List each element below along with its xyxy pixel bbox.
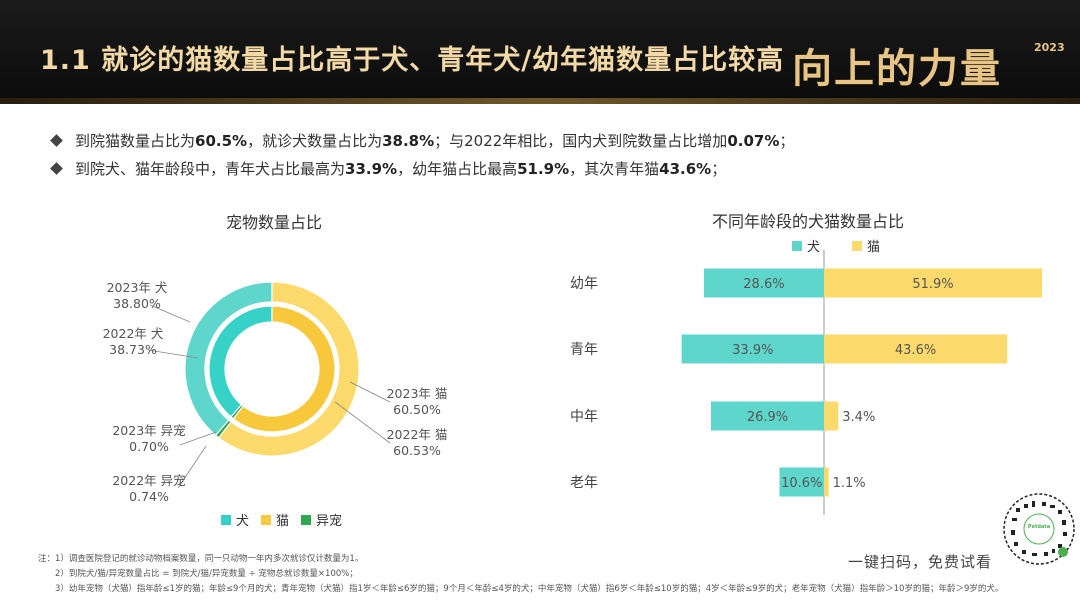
legend-label-cat: 猫 bbox=[867, 240, 881, 255]
cat-bar bbox=[824, 268, 1042, 298]
header-divider bbox=[0, 98, 1080, 104]
bullet-highlight-value: 0.07% bbox=[727, 131, 780, 150]
footnote-1: 注：1）调查医院登记的就诊动物档案数量，同一只动物一年内多次就诊仅计数量为1。 bbox=[38, 554, 364, 564]
bullet-text-segment: ； bbox=[779, 131, 795, 150]
summary-bullets: 到院猫数量占比为60.5%，就诊犬数量占比为38.8%；与2022年相比，国内犬… bbox=[50, 126, 794, 182]
legend-label-exotic: 异宠 bbox=[316, 514, 343, 529]
donut-legend: 犬 猫 异宠 bbox=[221, 510, 354, 529]
category-label: 中年 bbox=[570, 409, 598, 425]
dog-value-label: 28.6% bbox=[743, 277, 784, 292]
annotation-value: 60.53% bbox=[393, 443, 441, 458]
cat-bar bbox=[824, 334, 1008, 364]
bullet-highlight-value: 51.9% bbox=[517, 159, 570, 178]
legend-swatch-cat bbox=[261, 514, 272, 525]
dog-value-label: 33.9% bbox=[732, 343, 773, 358]
bullet-text-segment: ；与2022年相比，国内犬到院数量占比增加 bbox=[434, 131, 728, 150]
annotation-value: 38.80% bbox=[113, 296, 161, 311]
2022年-猫-slice bbox=[232, 305, 336, 433]
cat-value-label: 3.4% bbox=[842, 410, 875, 425]
annotation-leader-line bbox=[179, 431, 217, 446]
brand-logo: 向上的力量 bbox=[792, 45, 1002, 92]
pet-share-donut-chart: 2023年 犬38.80% 2022年 犬38.73% 2023年 异宠0.70% 2… bbox=[103, 280, 448, 504]
annotation-label: 2022年 犬 bbox=[103, 326, 164, 341]
footnote-3: 3）幼年宠物（犬猫）指年龄≤1岁的猫；年龄≤9个月的犬；青年宠物（犬猫）指1岁＜… bbox=[55, 584, 1004, 594]
dog-value-label: 10.6% bbox=[781, 476, 822, 491]
annotation-leader-line bbox=[147, 349, 199, 359]
annotation-label: 2022年 猫 bbox=[387, 427, 448, 442]
annotation-value: 60.50% bbox=[393, 402, 441, 417]
bullet-highlight-value: 38.8% bbox=[382, 131, 435, 150]
category-label: 老年 bbox=[570, 475, 598, 491]
bar-chart-title: 不同年龄段的犬猫数量占比 bbox=[712, 212, 905, 231]
cat-value-label: 43.6% bbox=[895, 343, 936, 358]
bullet-text-segment: ，就诊犬数量占比为 bbox=[247, 131, 383, 150]
annotation-label: 2023年 异宠 bbox=[112, 423, 185, 438]
dog-bar bbox=[711, 401, 824, 431]
legend-item-cat: 猫 bbox=[261, 510, 289, 529]
bullet-text: 到院犬、猫年龄段中，青年犬占比最高为33.9%，幼年猫占比最高51.9%，其次青… bbox=[75, 158, 726, 179]
diamond-bullet-icon bbox=[50, 133, 63, 147]
dog-bar bbox=[779, 467, 824, 497]
2023年-异宠-slice bbox=[214, 419, 232, 439]
cat-value-label: 1.1% bbox=[833, 476, 866, 491]
cat-bar bbox=[824, 467, 829, 497]
legend-label-dog: 犬 bbox=[236, 514, 250, 529]
annotation-label: 2023年 犬 bbox=[107, 280, 168, 295]
cat-bar bbox=[824, 401, 839, 431]
legend-item-dog: 犬 bbox=[792, 236, 820, 255]
annotation-label: 2022年 异宠 bbox=[112, 473, 185, 488]
legend-item-cat: 猫 bbox=[852, 236, 880, 255]
annotation-leader-line bbox=[149, 304, 191, 323]
legend-label-cat: 猫 bbox=[276, 514, 290, 529]
bullet-text-segment: 到院猫数量占比为 bbox=[75, 131, 196, 150]
bullet-highlight-value: 33.9% bbox=[345, 159, 398, 178]
dog-bar bbox=[703, 268, 824, 298]
legend-swatch-dog bbox=[792, 240, 802, 251]
diamond-bullet-icon bbox=[50, 161, 63, 175]
annotation-label: 2023年 猫 bbox=[387, 386, 448, 401]
cat-value-label: 51.9% bbox=[912, 277, 953, 292]
bullet-highlight-value: 60.5% bbox=[195, 131, 248, 150]
header-banner: 1.1 就诊的猫数量占比高于犬、青年犬/幼年猫数量占比较高 向上的力量 2023 bbox=[0, 0, 1080, 104]
qr-code-icon[interactable]: Petdata bbox=[1002, 492, 1076, 566]
brand-year: 2023 bbox=[1034, 41, 1065, 54]
legend-item-dog: 犬 bbox=[221, 510, 249, 529]
legend-item-exotic: 异宠 bbox=[301, 510, 342, 529]
bullet-text-segment: ，其次青年猫 bbox=[569, 159, 660, 178]
dog-bar bbox=[681, 334, 824, 364]
2022年-异宠-slice bbox=[230, 403, 244, 420]
scan-cta-text: 一键扫码，免费试看 bbox=[848, 553, 993, 571]
age-group-bar-chart: 幼年 28.6% 51.9% 青年 33.9% 43.6% 中年 26.9% 3.4% 老年 10.… bbox=[570, 250, 1042, 515]
bullet-highlight-value: 43.6% bbox=[659, 159, 712, 178]
category-label: 幼年 bbox=[570, 276, 598, 292]
dog-value-label: 26.9% bbox=[747, 410, 788, 425]
summary-bullet-2: 到院犬、猫年龄段中，青年犬占比最高为33.9%，幼年猫占比最高51.9%，其次青… bbox=[50, 154, 794, 182]
bullet-text-segment: ，幼年猫占比最高 bbox=[397, 159, 518, 178]
annotation-value: 0.70% bbox=[129, 439, 169, 454]
svg-text:Petdata: Petdata bbox=[1028, 524, 1050, 530]
category-label: 青年 bbox=[570, 342, 598, 358]
page-title: 1.1 就诊的猫数量占比高于犬、青年犬/幼年猫数量占比较高 bbox=[40, 45, 785, 76]
annotation-leader-line bbox=[334, 401, 391, 444]
annotation-leader-line bbox=[349, 381, 391, 403]
bullet-text-segment: 到院犬、猫年龄段中，青年犬占比最高为 bbox=[75, 159, 346, 178]
bullet-text: 到院猫数量占比为60.5%，就诊犬数量占比为38.8%；与2022年相比，国内犬… bbox=[75, 130, 794, 151]
bar-legend: 犬 猫 bbox=[792, 236, 892, 255]
legend-swatch-exotic bbox=[301, 514, 312, 525]
legend-label-dog: 犬 bbox=[807, 240, 821, 255]
summary-bullet-1: 到院猫数量占比为60.5%，就诊犬数量占比为38.8%；与2022年相比，国内犬… bbox=[50, 126, 794, 154]
bullet-text-segment: ； bbox=[711, 159, 727, 178]
annotation-leader-line bbox=[177, 445, 207, 489]
footnotes: 注：1）调查医院登记的就诊动物档案数量，同一只动物一年内多次就诊仅计数量为1。 … bbox=[38, 552, 1003, 597]
annotation-value: 38.73% bbox=[109, 342, 157, 357]
annotation-value: 0.74% bbox=[129, 489, 169, 504]
2023年-猫-slice bbox=[217, 281, 360, 457]
donut-chart-title: 宠物数量占比 bbox=[226, 213, 323, 232]
legend-swatch-dog bbox=[221, 514, 231, 525]
footnote-2: 2）到院犬/猫/异宠数量占比 = 到院犬/猫/异宠数量 ÷ 宠物总就诊数量×10… bbox=[55, 569, 358, 579]
legend-swatch-cat bbox=[852, 240, 863, 251]
